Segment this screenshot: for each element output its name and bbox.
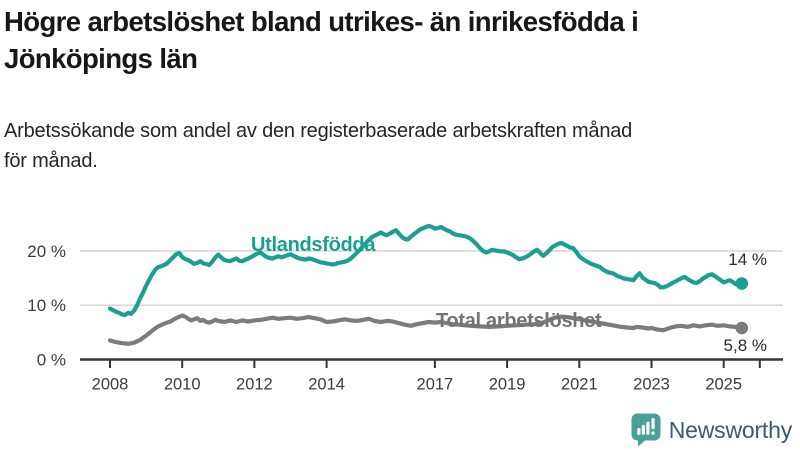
x-tick-label: 2010: [164, 376, 201, 394]
x-tick-label: 2025: [705, 376, 742, 394]
newsworthy-icon: [631, 413, 661, 447]
logo-bar-3: [646, 421, 650, 435]
series-line-0: [107, 223, 744, 318]
x-tick-label: 2021: [561, 376, 598, 394]
x-tick-label: 2019: [489, 376, 526, 394]
newsworthy-wordmark: Newsworthy: [668, 416, 792, 443]
logo-exclamation-dot: [651, 431, 655, 435]
x-tick-label: 2023: [633, 376, 670, 394]
series-line-1: [107, 313, 744, 346]
y-tick-label: 20 %: [27, 242, 66, 261]
y-tick-label: 0 %: [37, 351, 66, 370]
chart-subtitle-line2: för månad.: [4, 150, 98, 172]
page-title-line1: Högre arbetslöshet bland utrikes- än inr…: [4, 6, 639, 37]
logo-exclamation-bar: [651, 418, 655, 430]
chart-subtitle-line1: Arbetssökande som andel av den registerb…: [4, 120, 633, 142]
x-tick-label: 2017: [417, 376, 454, 394]
page-title-line2: Jönköpings län: [4, 43, 198, 74]
x-tick-label: 2012: [236, 376, 273, 394]
y-tick-label: 10 %: [27, 296, 66, 315]
series-end-dot-0: [735, 277, 749, 290]
end-value-label-total: 5,8 %: [723, 336, 767, 355]
series-label-total-arbetsloshet: Total arbetslöshet: [436, 310, 602, 332]
line-chart: 2008 2010 2012 2014 2017 2019 2021 2023 2025 0 % 1…: [27, 223, 783, 394]
logo-bubble-tail: [637, 438, 648, 447]
series-end-dot-1: [735, 321, 749, 335]
logo-bubble: [631, 413, 661, 441]
logo-bar-2: [641, 425, 645, 435]
newsworthy-logo: Newsworthy: [631, 413, 792, 447]
chart-subtitle: Arbetssökande som andel av den registerb…: [4, 116, 632, 176]
x-tick-label: 2008: [92, 376, 129, 394]
logo-bar-1: [637, 428, 641, 435]
page-title: Högre arbetslöshet bland utrikes- än inr…: [4, 3, 639, 77]
x-tick-label: 2014: [308, 376, 345, 394]
series-label-utlandsfodda: Utlandsfödda: [251, 234, 376, 256]
end-value-label-utlandsfodda: 14 %: [728, 250, 767, 269]
